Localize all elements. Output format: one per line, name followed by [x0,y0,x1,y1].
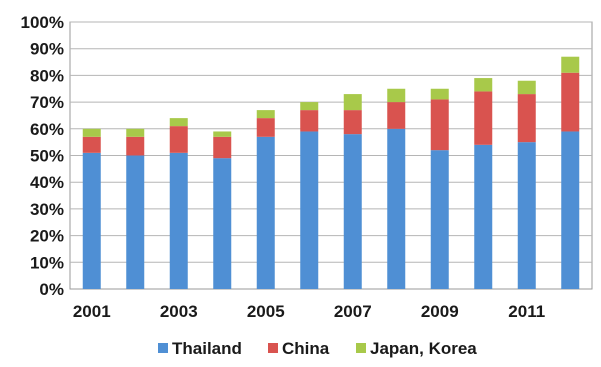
y-tick-label: 10% [30,253,64,272]
bar-segment [343,110,362,135]
bar-segment [561,131,580,289]
bar-segment [474,91,493,145]
x-tick-label: 2003 [160,302,198,321]
gridlines [70,21,592,263]
bar-segment [561,72,580,132]
bar-segment [126,128,145,137]
y-tick-label: 30% [30,200,64,219]
y-tick-label: 60% [30,120,64,139]
bar-segment [387,128,406,289]
y-tick-label: 100% [21,13,64,32]
x-axis-ticks: 2001 2003 2005 2007 2009 2011 [73,302,545,321]
x-tick-label: 2001 [73,302,111,321]
bar-segment [213,158,232,289]
bar-segment [517,80,536,95]
bar-segment [169,118,188,127]
bar-segment [517,94,536,143]
y-tick-label: 20% [30,227,64,246]
legend-label: Thailand [172,339,242,358]
legend-swatch [268,343,278,353]
bar-segment [256,136,275,289]
bar-segment [169,152,188,289]
bar-segment [561,56,580,73]
legend-label: Japan, Korea [370,339,477,358]
bar-segment [387,102,406,129]
y-tick-label: 80% [30,66,64,85]
bar-segment [430,150,449,289]
y-tick-label: 50% [30,147,64,166]
bar-segment [517,142,536,289]
bar-segment [474,144,493,289]
legend-label: China [282,339,330,358]
bar-segment [430,88,449,100]
bar-segment [169,126,188,153]
bar-segment [213,131,232,137]
y-tick-label: 90% [30,40,64,59]
bar-segment [126,136,145,156]
bar-segment [82,152,101,289]
legend-swatch [158,343,168,353]
y-axis-ticks: 0% 10% 20% 30% 40% 50% 60% 70% 80% 90% 100% [21,13,64,299]
y-tick-label: 70% [30,93,64,112]
bar-segment [82,128,101,137]
x-tick-label: 2009 [421,302,459,321]
x-tick-label: 2005 [247,302,285,321]
y-tick-label: 0% [39,280,64,299]
legend-swatch [356,343,366,353]
x-tick-label: 2011 [508,302,545,321]
bars [82,56,580,289]
bar-segment [343,134,362,289]
bar-segment [82,136,101,153]
bar-segment [300,110,319,132]
bar-segment [430,99,449,151]
bar-segment [213,136,232,159]
bar-segment [474,78,493,92]
bar-segment [300,102,319,111]
bar-segment [343,94,362,111]
x-tick-label: 2007 [334,302,372,321]
y-tick-label: 40% [30,173,64,192]
bar-segment [387,88,406,103]
legend: Thailand China Japan, Korea [158,339,477,358]
bar-segment [300,131,319,289]
bar-segment [256,118,275,137]
bar-segment [126,155,145,289]
bar-segment [256,110,275,119]
